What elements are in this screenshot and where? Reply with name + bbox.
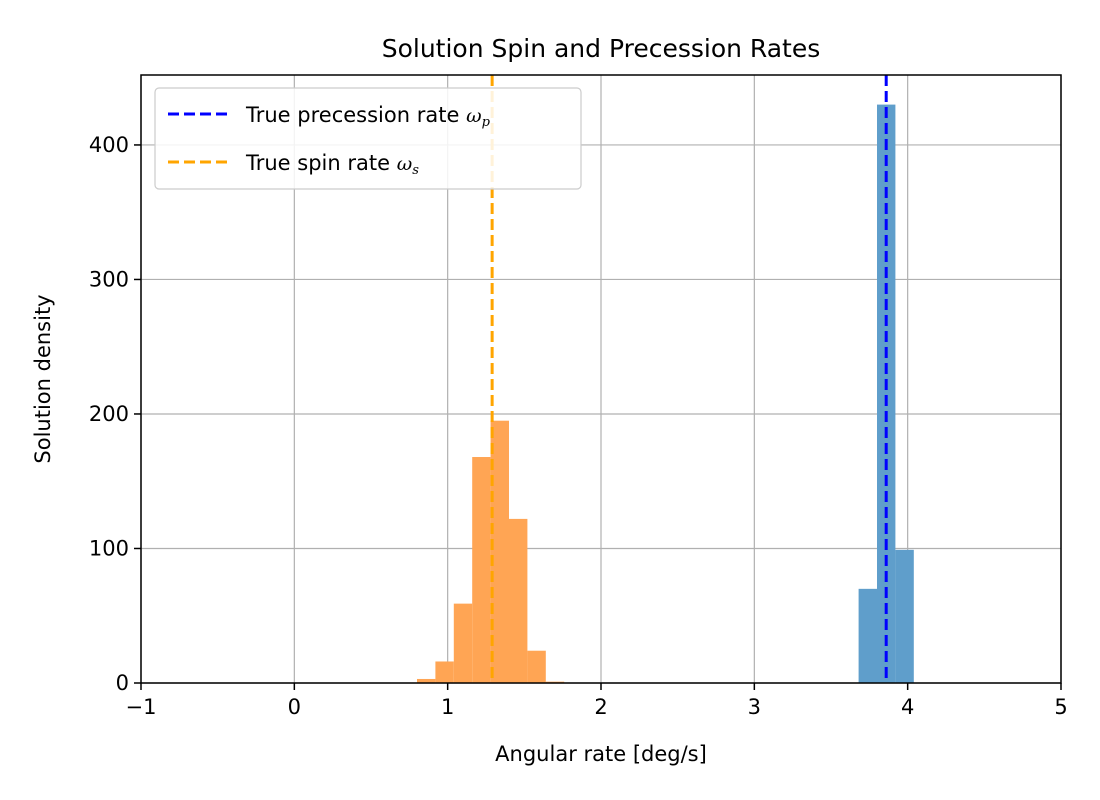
legend-box	[154, 87, 582, 190]
histogram-bar-series-1	[472, 457, 491, 683]
histogram-bar-series-1	[435, 661, 454, 683]
legend-label-symbol: ω	[397, 153, 413, 175]
legend-label-subscript: s	[412, 163, 419, 178]
x-tick-label: 5	[1054, 695, 1067, 719]
legend-label-1: True spin rate ωs	[245, 151, 419, 178]
y-axis-label: Solution density	[31, 294, 55, 463]
x-tick-label: 3	[748, 695, 761, 719]
y-tick-label: 400	[89, 133, 129, 157]
x-tick-label: 4	[901, 695, 914, 719]
histogram-bar-series-1	[490, 420, 509, 683]
histogram-bar-series-0	[858, 588, 877, 683]
histogram-bar-series-0	[877, 104, 896, 684]
histogram-bar-series-1	[527, 650, 546, 683]
histogram-bar-series-1	[509, 518, 528, 683]
x-tick-label: −1	[126, 695, 157, 719]
histogram-bar-series-1	[417, 678, 436, 683]
y-tick-label: 300	[89, 267, 129, 291]
histogram-bar-series-1	[453, 603, 473, 683]
legend-label-subscript: p	[482, 115, 491, 130]
x-axis-label: Angular rate [deg/s]	[495, 742, 707, 766]
legend-label-0: True precession rate ωp	[245, 103, 491, 130]
y-tick-label: 200	[89, 402, 129, 426]
legend-label-text: True spin rate	[245, 151, 397, 175]
legend-label-symbol: ω	[466, 105, 482, 127]
y-tick-label: 100	[89, 536, 129, 560]
histogram-bar-series-0	[895, 549, 914, 683]
x-tick-label: 2	[594, 695, 607, 719]
histogram-bars	[417, 104, 914, 684]
y-tick-label: 0	[116, 671, 129, 695]
x-tick-label: 0	[288, 695, 301, 719]
chart-title: Solution Spin and Precession Rates	[382, 34, 821, 63]
legend-label-text: True precession rate	[245, 103, 466, 127]
x-tick-label: 1	[441, 695, 454, 719]
